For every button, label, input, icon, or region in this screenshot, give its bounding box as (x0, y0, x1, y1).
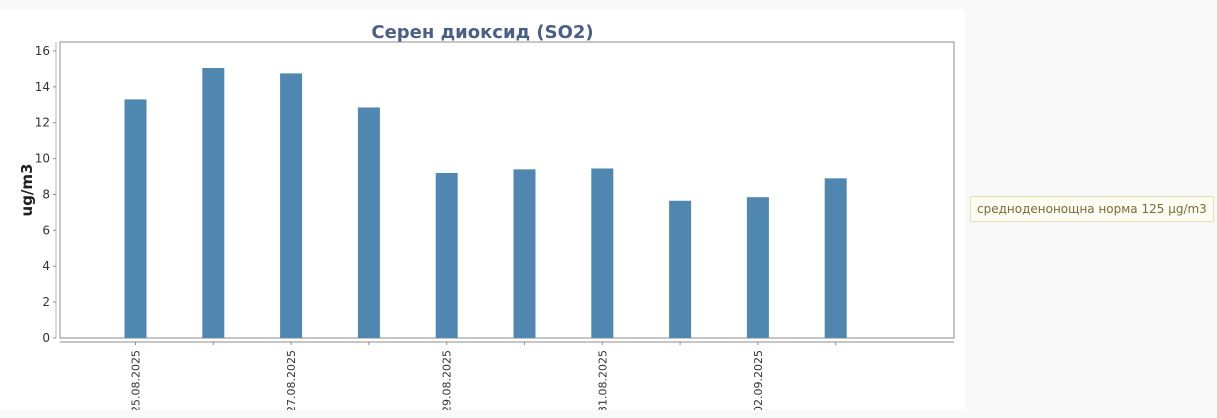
y-tick-label: 10 (35, 152, 50, 166)
chart-title: Серен диоксид (SO2) (371, 22, 594, 43)
bar-9 (746, 197, 769, 338)
y-tick-label: 8 (42, 187, 50, 201)
y-tick-label: 0 (42, 331, 50, 345)
chart-panel: Серен диоксид (SO2) 0 2 4 6 8 10 12 14 16 ug/m3 25… (0, 10, 965, 410)
bar-5 (435, 172, 458, 338)
x-tick-label: 29.08.2025 (441, 350, 454, 410)
y-axis-title: ug/m3 (18, 164, 36, 217)
y-tick-label: 14 (35, 80, 50, 94)
bar-3 (280, 73, 303, 339)
bar-7 (591, 168, 614, 338)
x-tick-label: 02.09.2025 (752, 350, 765, 410)
y-tick-label: 12 (35, 116, 50, 130)
y-tick-label: 6 (42, 223, 50, 237)
bar-10 (824, 178, 847, 338)
x-tick-label: 31.08.2025 (596, 350, 609, 410)
y-tick-label: 4 (42, 259, 50, 273)
y-tick-label: 2 (42, 295, 50, 309)
y-tick-label: 16 (35, 44, 50, 58)
x-tick-label: 27.08.2025 (285, 350, 298, 410)
bar-chart: 0 2 4 6 8 10 12 14 16 ug/m3 25.08.2025 27.08.2025 29… (18, 41, 955, 410)
norm-note: средноденонощна норма 125 µg/m3 (970, 196, 1214, 222)
bar-8 (669, 200, 692, 338)
plot-frame (59, 41, 955, 339)
bar-1 (124, 99, 147, 338)
x-tick-label: 25.08.2025 (130, 350, 143, 410)
bar-4 (357, 107, 380, 338)
bar-6 (513, 169, 536, 338)
bar-2 (202, 68, 225, 338)
